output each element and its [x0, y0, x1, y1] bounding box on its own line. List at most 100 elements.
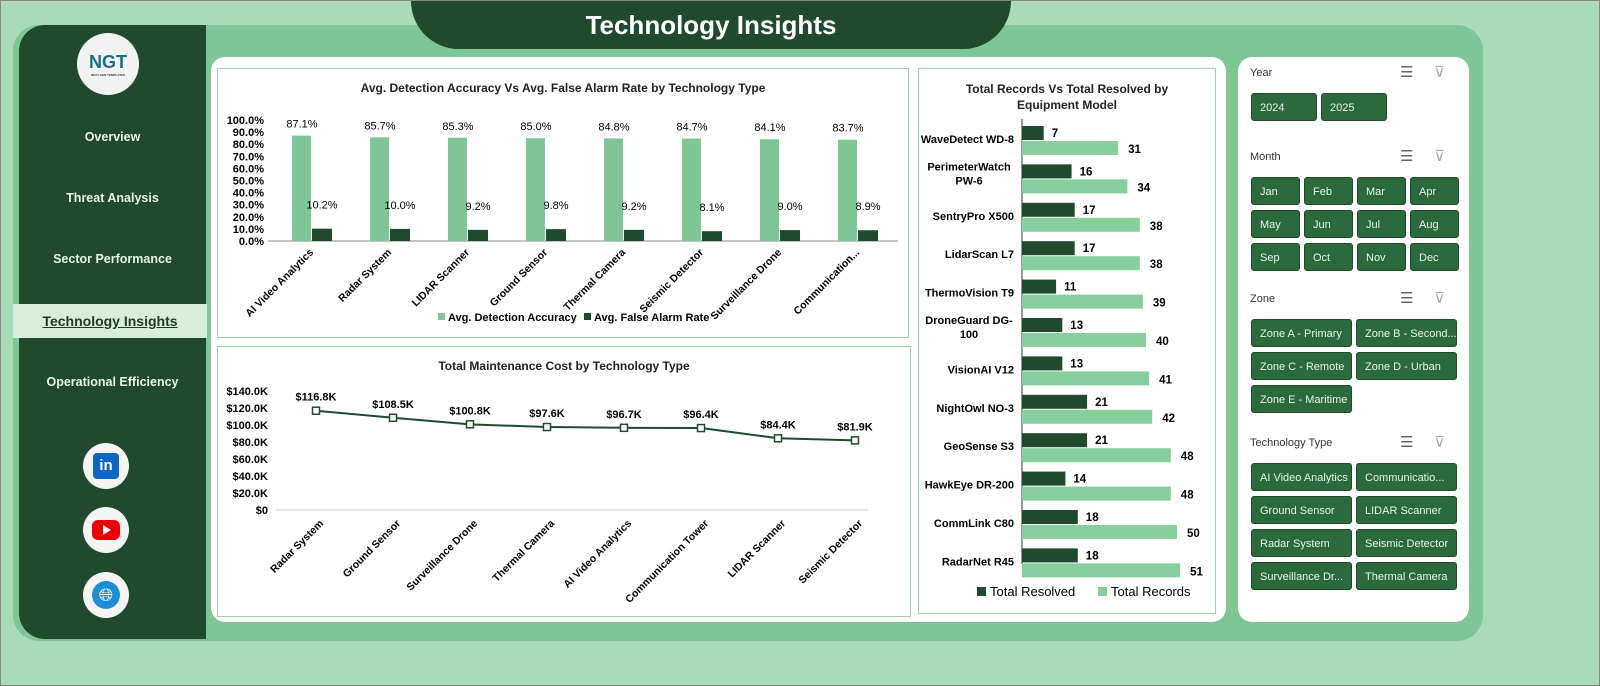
slicer-button[interactable]: Radar System [1251, 529, 1352, 557]
data-label: 11 [1064, 282, 1077, 294]
data-label: 50 [1187, 528, 1200, 540]
x-tick-label: Surveillance Drone [404, 518, 480, 594]
data-label: $97.6K [529, 408, 565, 420]
y-tick-label: ThermoVision T9 [925, 288, 1014, 300]
bar-detection-accuracy [838, 139, 857, 241]
data-label: 42 [1162, 413, 1175, 425]
y-tick-label: $140.0K [226, 386, 268, 398]
multi-select-icon[interactable]: ☰ [1400, 64, 1414, 81]
bar-total-records [1022, 141, 1119, 155]
slicer-button[interactable]: Zone A - Primary [1251, 319, 1352, 347]
slicer-button[interactable]: Dec [1410, 243, 1459, 271]
nav-sector-performance[interactable]: Sector Performance [53, 252, 172, 266]
y-tick-label: 20.0% [233, 212, 264, 224]
clear-filter-icon[interactable]: ⊽ [1434, 64, 1445, 81]
clear-filter-icon[interactable]: ⊽ [1434, 434, 1445, 451]
bar-false-alarm-rate [858, 230, 878, 241]
data-label: 21 [1095, 435, 1108, 447]
bar-false-alarm-rate [780, 230, 800, 241]
y-tick-label: $80.0K [233, 437, 269, 449]
bar-false-alarm-rate [624, 229, 644, 241]
nav-operational-efficiency[interactable]: Operational Efficiency [46, 375, 179, 389]
slicer-button[interactable]: 2025 [1321, 93, 1387, 121]
data-point [311, 406, 321, 415]
slicer-button[interactable]: Sep [1251, 243, 1300, 271]
page-title: Technology Insights [411, 1, 1011, 49]
slicer-button[interactable]: Feb [1304, 177, 1353, 205]
data-label: 51 [1190, 566, 1203, 578]
x-tick-label: LIDAR Scanner [410, 247, 473, 310]
nav-threat-analysis[interactable]: Threat Analysis [66, 191, 159, 205]
x-tick-label: Thermal Camera [490, 518, 557, 585]
bar-total-resolved [1022, 356, 1063, 371]
multi-select-icon[interactable]: ☰ [1400, 148, 1414, 165]
bar-total-records [1022, 217, 1140, 232]
slicer-button[interactable]: Apr [1410, 177, 1459, 205]
bar-total-resolved [1022, 394, 1088, 409]
slicer-button[interactable]: AI Video Analytics [1251, 463, 1352, 491]
clear-filter-icon[interactable]: ⊽ [1434, 148, 1445, 165]
data-label: $81.9K [837, 421, 873, 433]
slicer-button[interactable]: Mar [1357, 177, 1406, 205]
data-label: 13 [1070, 358, 1083, 370]
y-tick-label: LidarScan L7 [945, 249, 1014, 261]
data-label: 85.3% [442, 121, 473, 133]
bar-total-resolved [1022, 318, 1063, 332]
youtube-icon[interactable] [83, 507, 129, 553]
linkedin-icon[interactable]: in [83, 443, 129, 489]
nav-overview[interactable]: Overview [84, 130, 141, 144]
multi-select-icon[interactable]: ☰ [1400, 434, 1414, 451]
bar-false-alarm-rate [702, 231, 722, 241]
y-tick-label: 50.0% [233, 176, 264, 188]
slicer-button[interactable]: Communicatio... [1356, 463, 1457, 491]
slicer-button[interactable]: Seismic Detector [1356, 529, 1457, 557]
slicer-button[interactable]: LIDAR Scanner [1356, 496, 1457, 524]
data-label: 41 [1159, 374, 1172, 386]
clear-filter-icon[interactable]: ⊽ [1434, 290, 1445, 307]
x-tick-label: Thermal Camera [561, 247, 628, 314]
bar-detection-accuracy [760, 139, 779, 241]
y-tick-label: $20.0K [233, 488, 269, 500]
bar-false-alarm-rate [312, 228, 332, 241]
data-label: 10.0% [384, 200, 415, 212]
bar-false-alarm-rate [546, 229, 566, 241]
slicer-button[interactable]: Zone B - Second... [1356, 319, 1457, 347]
bar-false-alarm-rate [468, 229, 488, 241]
y-tick-label-line: PW-6 [955, 175, 982, 187]
legend-swatch [584, 313, 591, 320]
slicer-button[interactable]: 2024 [1251, 93, 1317, 121]
slicer-button[interactable]: Aug [1410, 210, 1459, 238]
data-label: 18 [1086, 512, 1099, 524]
slicer-button[interactable]: May [1251, 210, 1300, 238]
logo: NGT NEXT GEN TEMPLATES [77, 33, 139, 95]
slicer-button[interactable]: Thermal Camera [1356, 562, 1457, 590]
slicer-button[interactable]: Zone E - Maritime [1251, 385, 1352, 413]
slicer-button[interactable]: Jul [1357, 210, 1406, 238]
chart-title: Total Records Vs Total Resolved by Equip… [965, 82, 1169, 112]
y-tick-label: 0.0% [239, 236, 264, 248]
slicer-button[interactable]: Oct [1304, 243, 1353, 271]
multi-select-icon[interactable]: ☰ [1400, 290, 1414, 307]
y-tick-label: HawkEye DR-200 [925, 480, 1014, 492]
slicer-button[interactable]: Jan [1251, 177, 1300, 205]
slicer-title: Zone [1250, 293, 1276, 305]
globe-icon[interactable]: 🌐︎ [83, 572, 129, 618]
slicer-button[interactable]: Surveillance Dr... [1251, 562, 1352, 590]
slicer-button[interactable]: Nov [1357, 243, 1406, 271]
y-tick-label: GeoSense S3 [944, 441, 1014, 453]
data-label: 85.7% [364, 120, 395, 132]
x-tick-label: Seismic Detector [796, 518, 865, 587]
bar-total-resolved [1022, 433, 1088, 448]
slicer-button[interactable]: Zone C - Remote [1251, 352, 1352, 380]
data-label: 34 [1137, 182, 1150, 194]
slicer-button[interactable]: Jun [1304, 210, 1353, 238]
y-tick-label-line: DroneGuard DG- [925, 315, 1013, 327]
data-label: 85.0% [520, 121, 551, 133]
data-point [465, 420, 475, 429]
slicer-button[interactable]: Ground Sensor [1251, 496, 1352, 524]
data-point [542, 422, 552, 432]
nav-technology-insights[interactable]: Technology Insights [13, 304, 207, 338]
slicer-button[interactable]: Zone D - Urban [1356, 352, 1457, 380]
bar-total-resolved [1022, 164, 1072, 179]
bar-total-records [1022, 333, 1146, 347]
